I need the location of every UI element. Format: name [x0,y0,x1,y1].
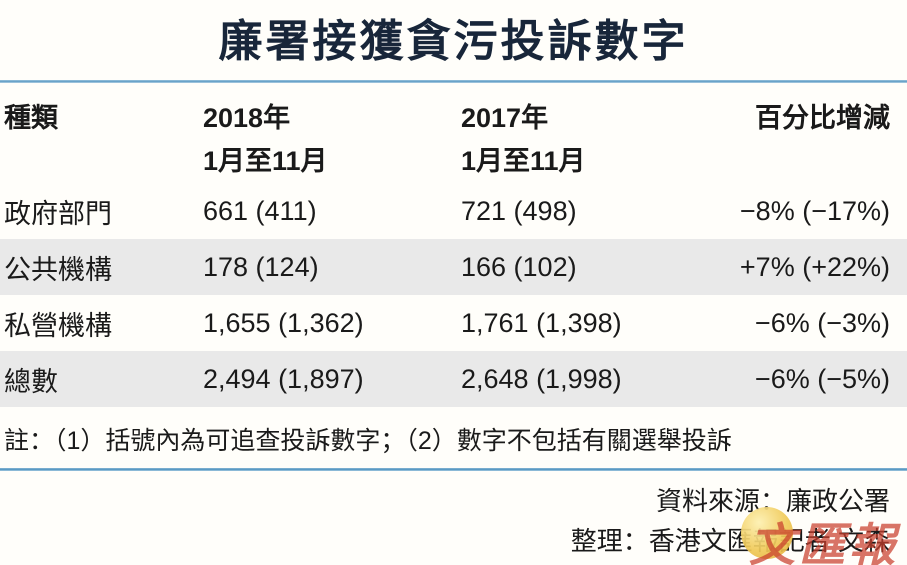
cell-change: −6% (−5%) [754,363,890,394]
table-row: 私營機構 1,655 (1,362) 1,761 (1,398) −6% (−3… [0,295,907,351]
cell-2017: 1,761 (1,398) [461,307,622,338]
column-header-2018: 2018年 1月至11月 [203,83,461,183]
divider-top [0,80,907,83]
cell-2017: 721 (498) [461,195,577,226]
column-header-2017-year: 2017年 [461,103,549,133]
source-line: 資料來源：廉政公署 [655,486,890,516]
table-header-row: 種類 2018年 1月至11月 2017年 1月至11月 百分比增減 [0,83,907,183]
cell-category: 公共機構 [4,254,112,285]
column-header-change: 百分比增減 [755,103,890,133]
column-header-2018-year: 2018年 [203,103,291,133]
column-header-category: 種類 [4,103,58,133]
cell-change: −6% (−3%) [754,307,890,338]
cell-change: +7% (+22%) [739,251,890,282]
column-header-2017: 2017年 1月至11月 [461,83,691,183]
cell-category: 私營機構 [4,310,112,341]
table-row: 政府部門 661 (411) 721 (498) −8% (−17%) [0,183,907,239]
cell-2017: 166 (102) [461,251,577,282]
cell-category: 政府部門 [4,198,112,229]
cell-2018: 2,494 (1,897) [203,363,364,394]
cell-2018: 1,655 (1,362) [203,307,364,338]
cell-2018: 661 (411) [203,195,317,226]
table-row: 總數 2,494 (1,897) 2,648 (1,998) −6% (−5%) [0,351,907,407]
page-title: 廉署接獲貪污投訴數字 [218,17,689,66]
footer: 資料來源：廉政公署 整理：香港文匯報記者 文森 [0,471,907,561]
table-body: 政府部門 661 (411) 721 (498) −8% (−17%) 公共機構… [0,183,907,407]
credit-line: 整理：香港文匯報記者 文森 [570,526,890,556]
cell-2017: 2,648 (1,998) [461,363,622,394]
column-header-2018-months: 1月至11月 [203,146,328,176]
column-header-2017-months: 1月至11月 [461,146,586,176]
footnote: 註：（1）括號內為可追查投訴數字；（2）數字不包括有關選舉投訴 [4,427,732,455]
cell-category: 總數 [4,366,58,397]
divider-bottom [0,468,907,471]
cell-change: −8% (−17%) [739,195,890,226]
table-row: 公共機構 178 (124) 166 (102) +7% (+22%) [0,239,907,295]
cell-2018: 178 (124) [203,251,319,282]
